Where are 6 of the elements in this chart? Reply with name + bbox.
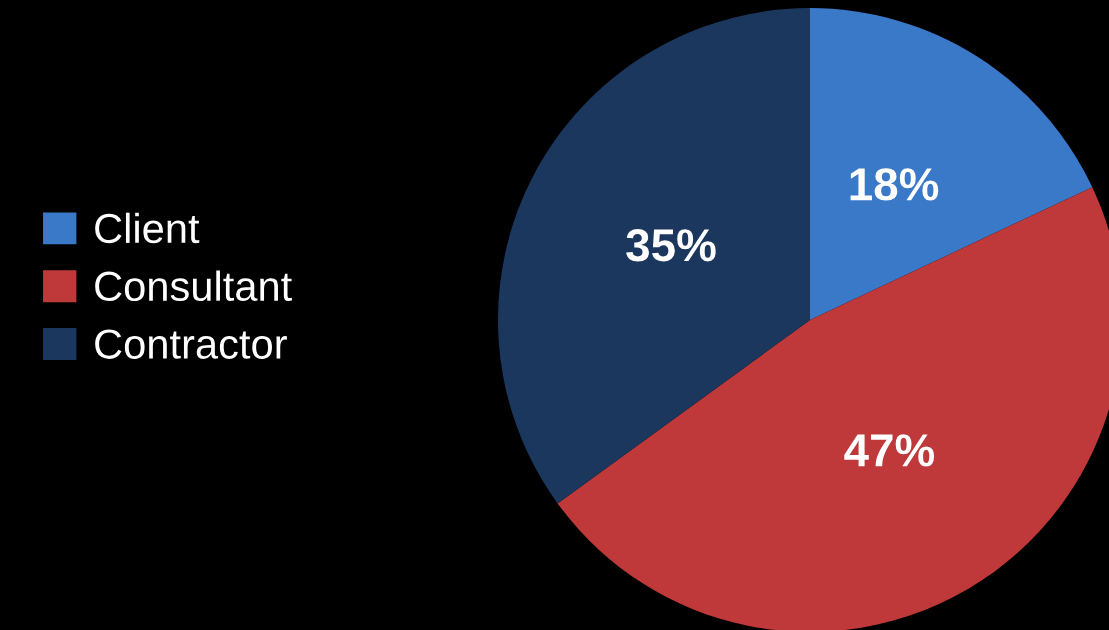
data-label: 47% (844, 434, 935, 467)
data-label: 18% (850, 168, 939, 201)
data-label: 35% (626, 229, 716, 262)
legend-label: Client (95, 212, 200, 244)
legend-label: Contractor (95, 329, 287, 359)
legend-label: Consultant (95, 270, 292, 302)
